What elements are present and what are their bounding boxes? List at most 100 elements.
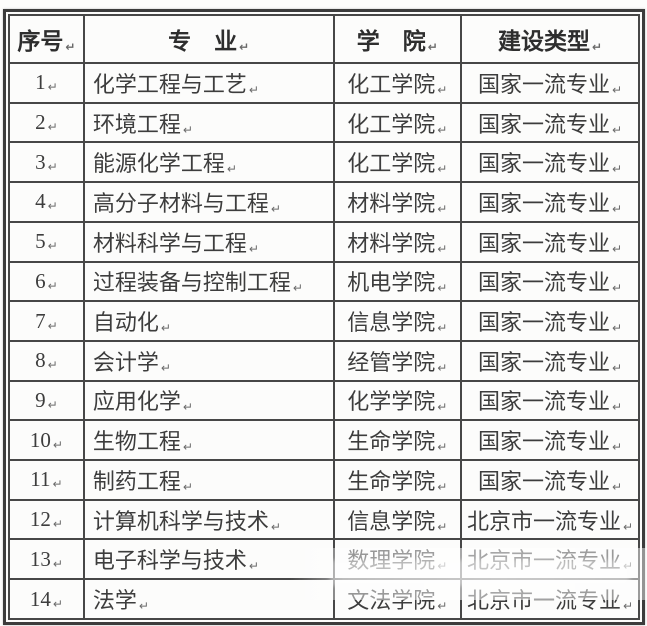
paragraph-mark: ↵	[52, 596, 63, 611]
type-cell: 国家一流专业 ↵	[460, 141, 640, 184]
majors-table: 序号 ↵ 专 业 ↵ 学 院 ↵ 建设类型 ↵ 1 ↵ 化学工程与工艺 ↵ 化工学院 ↵ 国家一流专…	[8, 14, 640, 620]
paragraph-mark: ↵	[47, 120, 58, 135]
paragraph-mark: ↵	[47, 159, 58, 174]
header-cell-type: 建设类型 ↵	[460, 14, 640, 64]
college-cell: 化工学院 ↵	[332, 62, 463, 104]
cell-text: 信息学院	[347, 508, 436, 534]
row-number-cell: 11 ↵	[8, 459, 85, 501]
row-number-cell: 14 ↵	[8, 578, 85, 620]
major-cell: 会计学 ↵	[82, 339, 335, 382]
paragraph-mark: ↵	[248, 241, 259, 256]
major-cell: 过程装备与控制工程 ↵	[82, 260, 335, 303]
cell-text: 环境工程	[92, 111, 181, 137]
cell-text: 会计学	[92, 349, 159, 375]
cell-text: 国家一流专业	[477, 151, 610, 177]
paragraph-mark: ↵	[611, 281, 623, 296]
cell-text: 化工学院	[347, 71, 436, 97]
major-cell: 制药工程 ↵	[82, 459, 335, 501]
cell-text: 国家一流专业	[477, 429, 610, 455]
cell-text: 法学	[92, 588, 137, 614]
paragraph-mark: ↵	[611, 82, 623, 97]
cell-text: 高分子材料与工程	[92, 190, 269, 216]
cell-text: 11	[30, 467, 51, 492]
paragraph-mark: ↵	[47, 239, 58, 254]
row-number-cell: 13 ↵	[8, 538, 85, 581]
college-cell: 信息学院 ↵	[332, 300, 463, 342]
cell-text: 数理学院	[347, 548, 436, 574]
row-number-cell: 9 ↵	[8, 379, 85, 422]
cell-text: 应用化学	[92, 389, 181, 415]
paragraph-mark: ↵	[292, 281, 303, 296]
cell-text: 北京市一流专业	[466, 588, 621, 614]
cell-text: 化学工程与工艺	[92, 71, 247, 97]
header-cell-major: 专 业 ↵	[82, 14, 335, 64]
table-row: 1 ↵ 化学工程与工艺 ↵ 化工学院 ↵ 国家一流专业 ↵	[8, 62, 640, 104]
paragraph-mark: ↵	[160, 321, 171, 336]
paragraph-mark: ↵	[47, 397, 58, 412]
cell-text: 国家一流专业	[477, 111, 610, 137]
paragraph-mark: ↵	[611, 400, 623, 415]
type-cell: 国家一流专业 ↵	[460, 62, 640, 104]
major-cell: 应用化学 ↵	[82, 379, 335, 422]
paragraph-mark: ↵	[437, 440, 448, 455]
cell-text: 过程装备与控制工程	[92, 270, 291, 296]
paragraph-mark: ↵	[437, 201, 448, 216]
header-row: 序号 ↵ 专 业 ↵ 学 院 ↵ 建设类型 ↵	[8, 14, 640, 64]
cell-text: 13	[29, 546, 51, 571]
paragraph-mark: ↵	[611, 360, 623, 375]
cell-text: 4	[35, 189, 46, 214]
college-cell: 化工学院 ↵	[332, 101, 463, 144]
cell-text: 自动化	[92, 310, 159, 336]
table-row: 9 ↵ 应用化学 ↵ 化学学院 ↵ 国家一流专业 ↵	[8, 379, 640, 422]
paragraph-mark: ↵	[591, 40, 603, 54]
college-cell: 化工学院 ↵	[332, 141, 463, 184]
paragraph-mark: ↵	[65, 40, 76, 54]
row-number-cell: 2 ↵	[8, 101, 85, 144]
cell-text: 机电学院	[347, 270, 436, 296]
type-cell: 国家一流专业 ↵	[460, 220, 640, 263]
row-number-cell: 4 ↵	[8, 181, 85, 223]
cell-text: 国家一流专业	[477, 310, 610, 336]
major-cell: 材料科学与工程 ↵	[82, 220, 335, 263]
paragraph-mark: ↵	[226, 162, 237, 177]
paragraph-mark: ↵	[437, 241, 448, 256]
paragraph-mark: ↵	[437, 599, 448, 614]
table-row: 8 ↵ 会计学 ↵ 经管学院 ↵ 国家一流专业 ↵	[8, 339, 640, 382]
row-number-cell: 5 ↵	[8, 220, 85, 263]
type-cell: 国家一流专业 ↵	[460, 419, 640, 462]
row-number-cell: 8 ↵	[8, 339, 85, 382]
cell-text: 5	[35, 229, 46, 254]
cell-text: 制药工程	[92, 468, 181, 494]
college-cell: 化学学院 ↵	[332, 379, 463, 422]
paragraph-mark: ↵	[437, 360, 448, 375]
paragraph-mark: ↵	[611, 162, 623, 177]
paragraph-mark: ↵	[437, 321, 448, 336]
cell-text: 9	[35, 387, 46, 412]
paragraph-mark: ↵	[611, 479, 623, 494]
college-cell: 经管学院 ↵	[332, 339, 463, 382]
paragraph-mark: ↵	[182, 122, 193, 137]
major-cell: 电子科学与技术 ↵	[82, 538, 335, 581]
major-cell: 生物工程 ↵	[82, 419, 335, 462]
paragraph-mark: ↵	[437, 479, 448, 494]
paragraph-mark: ↵	[622, 599, 634, 614]
paragraph-mark: ↵	[160, 360, 171, 375]
table-row: 13 ↵ 电子科学与技术 ↵ 数理学院 ↵ 北京市一流专业 ↵	[8, 538, 640, 581]
cell-text: 信息学院	[347, 310, 436, 336]
header-label: 序号	[17, 29, 64, 54]
paragraph-mark: ↵	[52, 517, 63, 532]
cell-text: 经管学院	[347, 349, 436, 375]
cell-text: 生物工程	[92, 429, 181, 455]
paragraph-mark: ↵	[248, 559, 259, 574]
table-row: 2 ↵ 环境工程 ↵ 化工学院 ↵ 国家一流专业 ↵	[8, 101, 640, 144]
paragraph-mark: ↵	[182, 400, 193, 415]
college-cell: 机电学院 ↵	[332, 260, 463, 303]
cell-text: 化工学院	[347, 111, 436, 137]
table-outer-frame: 序号 ↵ 专 业 ↵ 学 院 ↵ 建设类型 ↵ 1 ↵ 化学工程与工艺 ↵ 化工学院 ↵ 国家一流专…	[3, 9, 645, 625]
cell-text: 14	[29, 586, 51, 611]
type-cell: 国家一流专业 ↵	[460, 260, 640, 303]
table-row: 10 ↵ 生物工程 ↵ 生命学院 ↵ 国家一流专业 ↵	[8, 419, 640, 462]
paragraph-mark: ↵	[138, 599, 149, 614]
paragraph-mark: ↵	[611, 321, 623, 336]
row-number-cell: 10 ↵	[8, 419, 85, 462]
